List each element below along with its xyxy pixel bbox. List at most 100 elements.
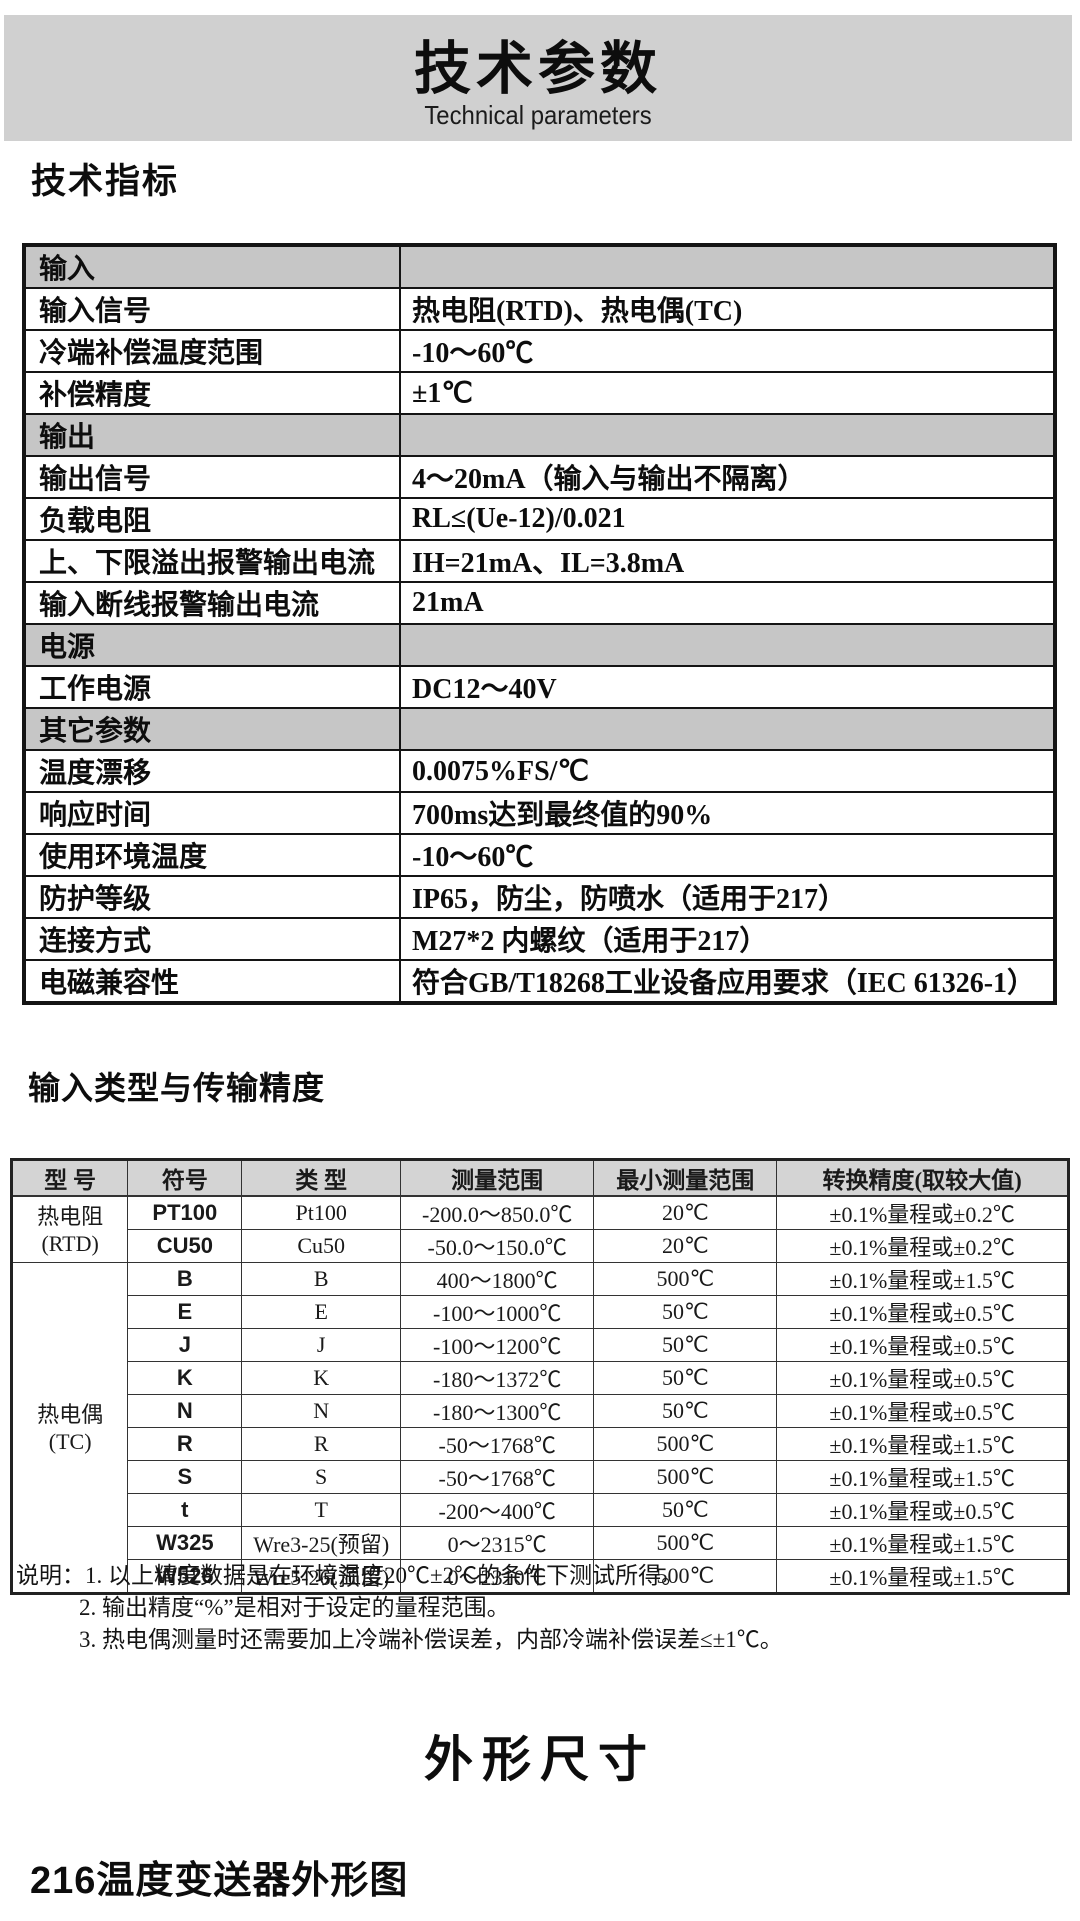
spec-value: 700ms达到最终值的90% (399, 791, 1056, 835)
accuracy-model-cell: 热电偶 (TC) (10, 1262, 129, 1594)
accuracy-min-range: 500℃ (593, 1262, 778, 1296)
spec-label: 防护等级 (23, 875, 401, 919)
spec-label: 输入 (23, 244, 401, 289)
accuracy-column-header: 测量范围 (399, 1159, 595, 1197)
accuracy-symbol: CU50 (127, 1229, 243, 1263)
accuracy-precision: ±0.1%量程或±0.2℃ (776, 1229, 1069, 1263)
accuracy-column-header: 类 型 (241, 1159, 401, 1197)
spec-label: 温度漂移 (23, 749, 401, 793)
accuracy-model-sub: (TC) (48, 1428, 92, 1454)
spec-row: 温度漂移 0.0075%FS/℃ (23, 749, 1056, 793)
accuracy-row: 热电偶 (TC) B B 400～1800℃ 500℃ ±0.1%量程或±1.5℃ (10, 1262, 1069, 1594)
accuracy-symbol: E (127, 1295, 243, 1329)
section-heading-input-types: 输入类型与传输精度 (28, 1070, 326, 1106)
accuracy-header-row: 型 号符号类 型测量范围 最小测量范围 转换精度(取较大值) (10, 1159, 1069, 1197)
accuracy-symbol: t (127, 1493, 243, 1527)
spec-row: 输入信号 热电阻(RTD)、热电偶(TC) (23, 287, 1056, 331)
spec-label: 补偿精度 (23, 371, 401, 415)
accuracy-min-range: 500℃ (593, 1460, 778, 1494)
accuracy-min-range: 20℃ (593, 1195, 778, 1230)
accuracy-precision: ±0.1%量程或±1.5℃ (776, 1262, 1069, 1296)
section-heading-dimensions: 外形尺寸 (423, 1733, 656, 1787)
spec-value: DC12～40V (399, 665, 1056, 709)
spec-label: 使用环境温度 (23, 833, 401, 877)
accuracy-model-name: 热电偶 (37, 1401, 104, 1427)
accuracy-range: 0～2310℃ (399, 1559, 595, 1594)
accuracy-row: S S -50～1768℃ 500℃ ±0.1%量程或±1.5℃ (12, 1460, 1069, 1494)
accuracy-table: 型 号符号类 型测量范围 最小测量范围 转换精度(取较大值) 热电阻 (RTD) PT1… (10, 1158, 1070, 1595)
accuracy-type: Wre3-25(预留) (241, 1526, 401, 1560)
accuracy-row: R R -50～1768℃ 500℃ ±0.1%量程或±1.5℃ (12, 1427, 1069, 1461)
spec-row: 防护等级 IP65，防尘，防喷水（适用于217） (23, 875, 1056, 919)
accuracy-precision: ±0.1%量程或±0.5℃ (776, 1493, 1069, 1527)
accuracy-min-range: 50℃ (593, 1394, 778, 1428)
spec-label: 电源 (23, 623, 401, 667)
accuracy-type: S (241, 1460, 401, 1494)
accuracy-type: Pt100 (241, 1195, 401, 1230)
accuracy-type: Cu50 (241, 1229, 401, 1263)
spec-value (399, 707, 1056, 751)
accuracy-precision: ±0.1%量程或±1.5℃ (776, 1460, 1069, 1494)
accuracy-min-range: 50℃ (593, 1295, 778, 1329)
section-heading-tech-specs: 技术指标 (31, 162, 180, 201)
accuracy-type: E (241, 1295, 401, 1329)
spec-row: 输入断线报警输出电流 21mA (23, 581, 1056, 625)
accuracy-min-range: 20℃ (593, 1229, 778, 1263)
accuracy-row: CU50 Cu50 -50.0～150.0℃ 20℃ ±0.1%量程或±0.2℃ (12, 1229, 1069, 1263)
accuracy-min-range: 500℃ (593, 1427, 778, 1461)
note-line: 3. 热电偶测量时还需要加上冷端补偿误差，内部冷端补偿误差≤±1℃。 (79, 1627, 783, 1652)
banner: 技术参数 Technical parameters (4, 15, 1072, 141)
spec-section-row: 输出 (23, 413, 1056, 457)
accuracy-type: T (241, 1493, 401, 1527)
notes: 说明：1. 以上精度数据是在环境温度20℃±2℃的条件下测试所得。 2. 输出精度… (16, 1560, 783, 1656)
accuracy-range: -180～1300℃ (399, 1394, 595, 1428)
spec-value (399, 413, 1056, 457)
accuracy-min-range: 50℃ (593, 1328, 778, 1362)
spec-row: 电磁兼容性 符合GB/T18268工业设备应用要求（IEC 61326-1） (23, 959, 1056, 1004)
spec-row: 负载电阻 RL≤(Ue-12)/0.021 (23, 497, 1056, 541)
accuracy-model-name: 热电阻 (37, 1203, 104, 1229)
spec-section-row: 输入 (23, 244, 1056, 289)
accuracy-range: -50～1768℃ (399, 1427, 595, 1461)
spec-label: 响应时间 (23, 791, 401, 835)
spec-row: 补偿精度 ±1℃ (23, 371, 1056, 415)
page-subtitle: Technical parameters (424, 100, 652, 130)
spec-value: M27*2 内螺纹（适用于217） (399, 917, 1056, 961)
accuracy-precision: ±0.1%量程或±0.5℃ (776, 1328, 1069, 1362)
accuracy-symbol: S (127, 1460, 243, 1494)
spec-value: -10～60℃ (399, 833, 1056, 877)
spec-label: 电磁兼容性 (23, 959, 401, 1004)
accuracy-type: K (241, 1361, 401, 1395)
spec-row: 使用环境温度 -10～60℃ (23, 833, 1056, 877)
accuracy-precision: ±0.1%量程或±0.5℃ (776, 1295, 1069, 1329)
figure-title-216-transmitter: 216温度变送器外形图 (30, 1860, 409, 1902)
accuracy-column-header: 最小测量范围 (593, 1159, 778, 1197)
spec-value (399, 623, 1056, 667)
accuracy-row: K K -180～1372℃ 50℃ ±0.1%量程或±0.5℃ (12, 1361, 1069, 1395)
accuracy-type: B (241, 1262, 401, 1296)
accuracy-type: Wre5-26(预留) (241, 1559, 401, 1594)
spec-value: IP65，防尘，防喷水（适用于217） (399, 875, 1056, 919)
accuracy-column-header: 符号 (127, 1159, 243, 1197)
accuracy-range: -200～400℃ (399, 1493, 595, 1527)
accuracy-symbol: PT100 (127, 1195, 243, 1230)
spec-row: 连接方式 M27*2 内螺纹（适用于217） (23, 917, 1056, 961)
accuracy-symbol: R (127, 1427, 243, 1461)
accuracy-symbol: N (127, 1394, 243, 1428)
accuracy-model-cell: 热电阻 (RTD) (10, 1195, 129, 1263)
accuracy-symbol: B (127, 1262, 243, 1296)
accuracy-row: t T -200～400℃ 50℃ ±0.1%量程或±0.5℃ (12, 1493, 1069, 1527)
accuracy-precision: ±0.1%量程或±0.5℃ (776, 1361, 1069, 1395)
spec-value: -10～60℃ (399, 329, 1056, 373)
accuracy-precision: ±0.1%量程或±1.5℃ (776, 1427, 1069, 1461)
spec-row: 上、下限溢出报警输出电流 IH=21mA、IL=3.8mA (23, 539, 1056, 583)
spec-label: 输出 (23, 413, 401, 457)
spec-row: 输出信号 4～20mA（输入与输出不隔离） (23, 455, 1056, 499)
accuracy-min-range: 500℃ (593, 1526, 778, 1560)
accuracy-range: 0～2315℃ (399, 1526, 595, 1560)
accuracy-symbol: K (127, 1361, 243, 1395)
note-line: 2. 输出精度“%”是相对于设定的量程范围。 (79, 1595, 510, 1620)
accuracy-type: N (241, 1394, 401, 1428)
accuracy-row: 热电阻 (RTD) PT100 Pt100 -200.0～850.0℃ 20℃ ±0.1%量… (10, 1195, 1069, 1263)
